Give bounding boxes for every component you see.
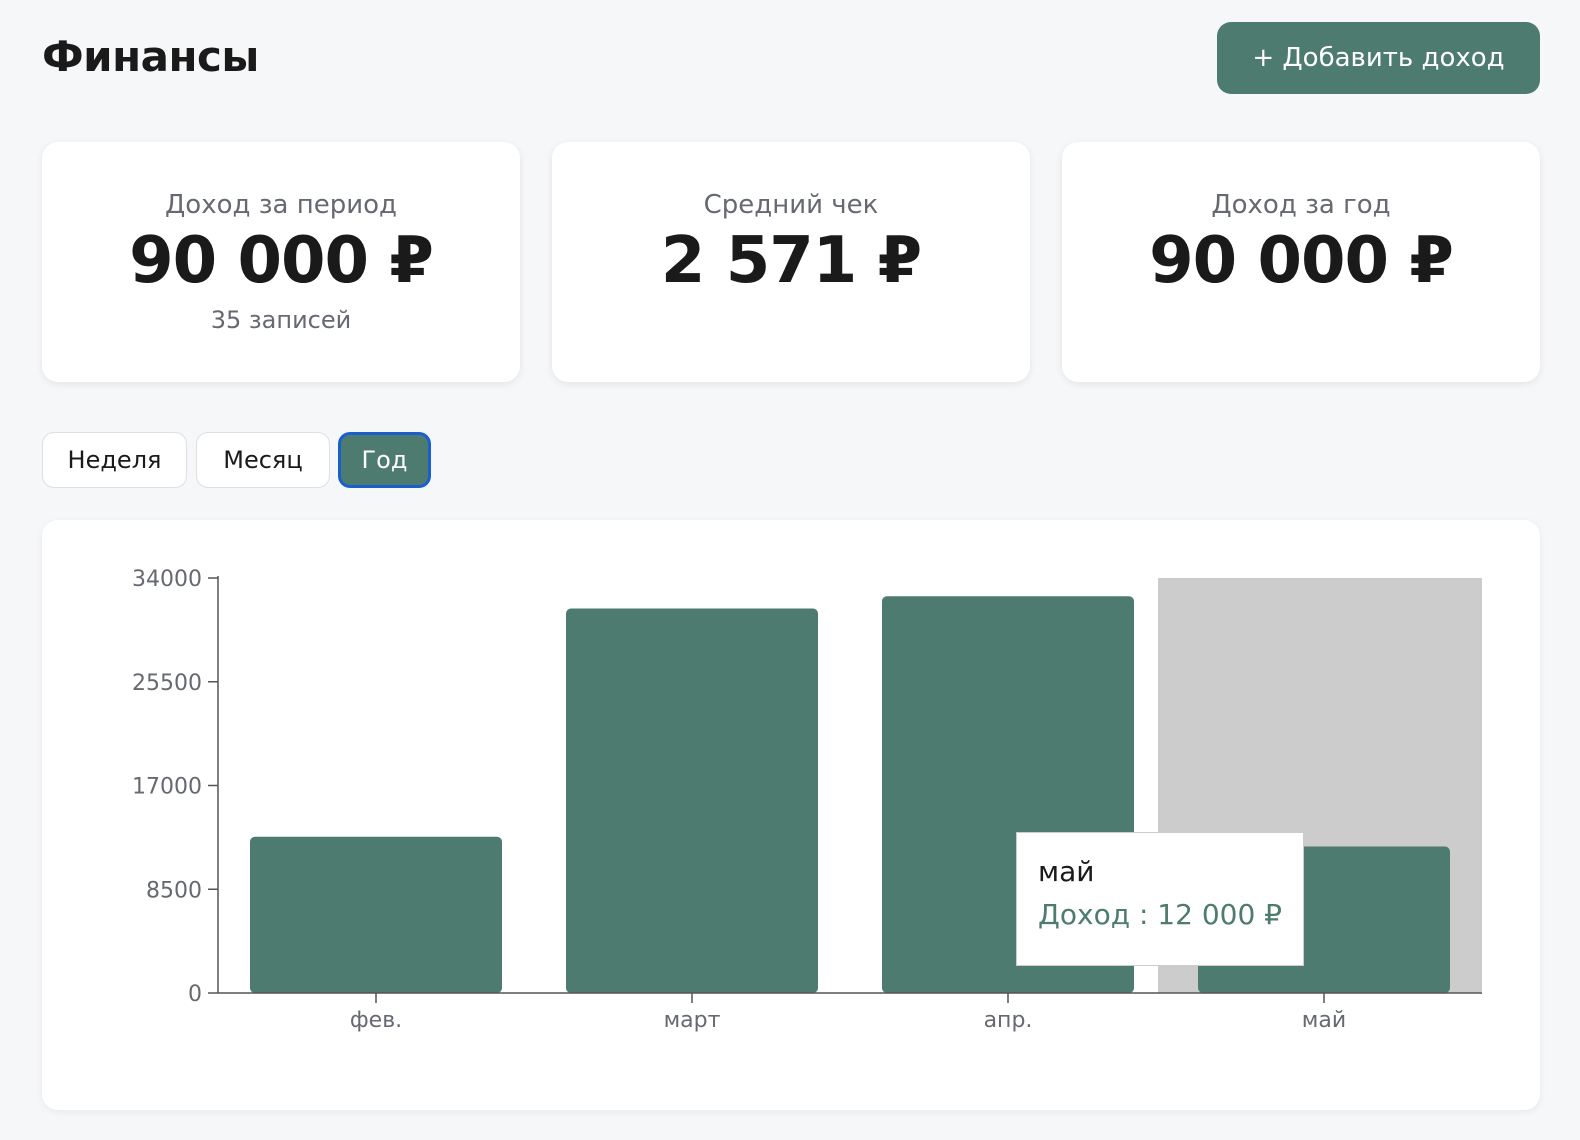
y-tick-label: 34000	[132, 567, 202, 592]
bar-1[interactable]	[250, 836, 502, 993]
income-bar-chart[interactable]: 0 8500 17000 25500 34000 фев. март апр. май	[42, 520, 1540, 1110]
tooltip-label: май	[1038, 855, 1095, 888]
tab-week[interactable]: Неделя	[42, 432, 187, 488]
stat-label: Доход за год	[1211, 190, 1391, 220]
stat-value: 2 571 ₽	[660, 224, 922, 298]
stat-value: 90 000 ₽	[129, 224, 434, 298]
x-tick-label: апр.	[984, 1008, 1033, 1033]
chart-tooltip: май Доход : 12 000 ₽	[1016, 832, 1304, 966]
stat-card-year-income: Доход за год 90 000 ₽	[1062, 142, 1540, 382]
x-tick-label: фев.	[350, 1008, 402, 1033]
y-tick-label: 0	[188, 982, 202, 1007]
income-chart-card: 0 8500 17000 25500 34000 фев. март апр. май	[42, 520, 1540, 1110]
tooltip-value: Доход : 12 000 ₽	[1038, 898, 1282, 931]
stat-value: 90 000 ₽	[1149, 224, 1454, 298]
stat-card-average-check: Средний чек 2 571 ₽	[552, 142, 1030, 382]
tab-month[interactable]: Месяц	[196, 432, 330, 488]
stat-card-period-income: Доход за период 90 000 ₽ 35 записей	[42, 142, 520, 382]
y-tick-label: 8500	[146, 878, 202, 903]
x-tick-label: май	[1302, 1008, 1346, 1033]
y-tick-label: 25500	[132, 671, 202, 696]
x-tick-label: март	[664, 1008, 721, 1033]
stat-label: Доход за период	[164, 190, 398, 220]
stat-label: Средний чек	[703, 190, 879, 220]
page-title: Финансы	[42, 32, 259, 81]
stat-records-count: 35 записей	[210, 306, 352, 334]
y-tick-label: 17000	[132, 775, 202, 800]
tab-year[interactable]: Год	[338, 432, 431, 488]
bar-2[interactable]	[566, 608, 818, 993]
add-income-button[interactable]: + Добавить доход	[1217, 22, 1540, 94]
